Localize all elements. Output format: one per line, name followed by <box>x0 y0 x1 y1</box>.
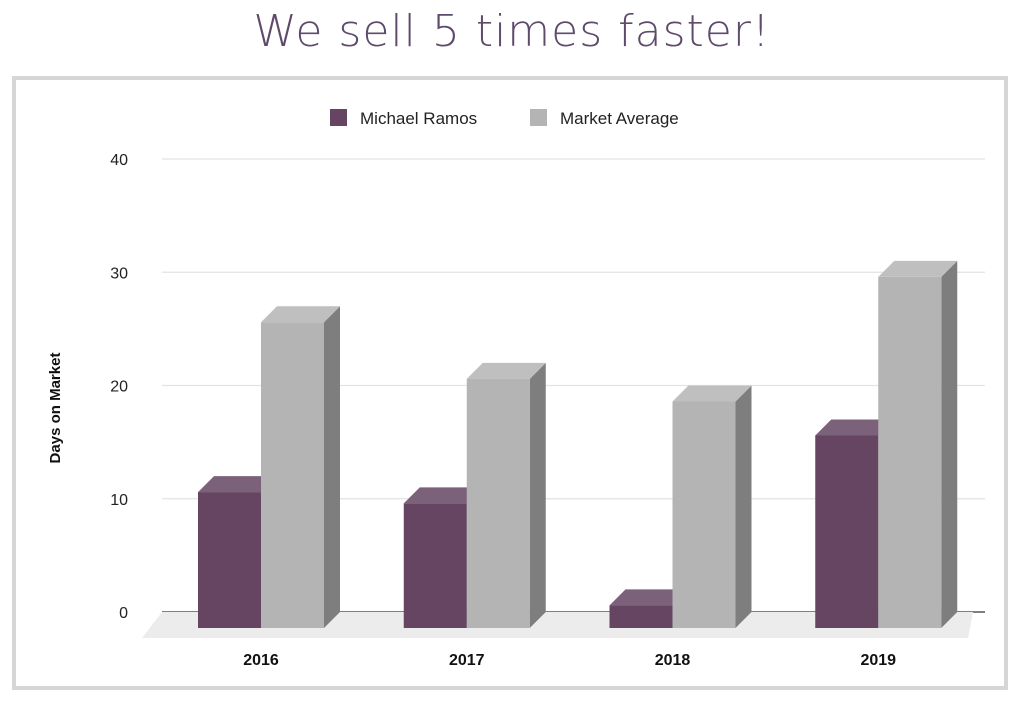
bar <box>878 260 958 628</box>
bar <box>466 362 546 628</box>
bar-side <box>735 385 752 628</box>
bar-top <box>672 385 752 402</box>
bar-top <box>609 589 689 606</box>
bar-front <box>261 322 324 628</box>
x-axis-ticks: 2016 2017 2018 2019 <box>243 652 896 669</box>
bar-top <box>815 419 895 436</box>
y-axis-label: Days on Market <box>47 353 64 464</box>
y-axis-ticks: 0 10 20 30 40 <box>110 152 128 622</box>
x-tick-label: 2016 <box>243 652 279 669</box>
legend-swatch <box>330 109 347 126</box>
x-tick-label: 2017 <box>449 652 485 669</box>
bar-front <box>672 401 736 628</box>
legend-label: Market Average <box>560 109 679 128</box>
bar-top <box>403 487 483 504</box>
bar-front <box>198 492 261 628</box>
bar <box>261 306 340 628</box>
x-tick-label: 2018 <box>655 652 691 669</box>
bar-front <box>466 378 530 628</box>
y-tick-label: 10 <box>110 492 128 509</box>
legend-label: Michael Ramos <box>360 109 477 128</box>
bar-front <box>815 435 879 628</box>
bar-top <box>198 476 277 493</box>
chart-floor <box>142 612 973 638</box>
floor-plane <box>142 612 973 638</box>
legend: Michael Ramos Market Average <box>330 109 679 128</box>
y-tick-label: 30 <box>110 265 128 282</box>
bar-top <box>878 260 958 277</box>
bar-group <box>198 260 958 628</box>
bar <box>672 385 752 628</box>
bar-top <box>466 362 546 379</box>
chart-headline: We sell 5 times faster! <box>253 6 771 57</box>
bar-side <box>941 260 958 628</box>
y-tick-label: 40 <box>110 152 128 169</box>
y-tick-label: 0 <box>119 605 128 622</box>
x-tick-label: 2019 <box>860 652 896 669</box>
bar-top <box>261 306 340 323</box>
y-tick-label: 20 <box>110 379 128 396</box>
legend-swatch <box>530 109 547 126</box>
bar-side <box>529 362 546 628</box>
bar-front <box>403 503 467 628</box>
bar-side <box>324 306 340 628</box>
bar-front <box>609 605 673 628</box>
bar-front <box>878 276 942 628</box>
